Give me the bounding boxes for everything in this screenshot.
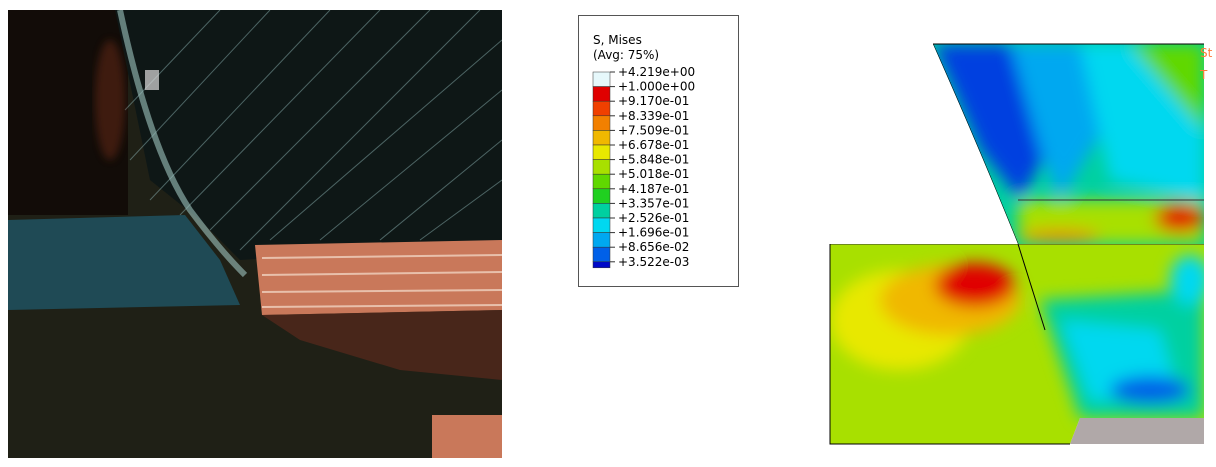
overlay-text: T: [1199, 68, 1208, 82]
legend-label: +3.357e-01: [618, 196, 689, 210]
legend-label: +2.526e-01: [618, 211, 689, 225]
legend-swatch: [592, 188, 611, 204]
legend-label: +1.000e+00: [618, 80, 695, 94]
legend-title: S, Mises: [593, 33, 642, 47]
legend-swatch: [592, 86, 611, 102]
legend-swatch: [592, 71, 611, 87]
legend-label: +7.509e-01: [618, 123, 689, 137]
legend-label: +4.219e+00: [618, 65, 695, 79]
legend-label: +5.018e-01: [618, 167, 689, 181]
legend-swatch: [592, 173, 611, 190]
legend-swatch: [592, 232, 611, 248]
legend-swatch: [592, 246, 611, 263]
legend-swatch: [592, 144, 611, 160]
legend-swatch: [592, 130, 611, 146]
legend-swatch: [592, 159, 611, 175]
legend-label: +8.339e-01: [618, 109, 689, 123]
legend-subtitle: (Avg: 75%): [593, 48, 659, 62]
legend-label: +3.522e-03: [618, 255, 689, 269]
micrograph: [8, 10, 502, 458]
legend-label: +1.696e-01: [618, 226, 689, 240]
legend-label: +4.187e-01: [618, 182, 689, 196]
legend-label: +9.170e-01: [618, 94, 689, 108]
legend-swatch: [592, 217, 611, 233]
legend-swatch: [592, 115, 611, 131]
overlay-text: St: [1200, 46, 1213, 60]
legend-swatch: [592, 261, 611, 269]
legend-swatch: [592, 100, 611, 117]
legend: +4.219e+00+1.000e+00+9.170e-01+8.339e-01…: [592, 65, 695, 269]
legend-label: +8.656e-02: [618, 240, 689, 254]
legend-label: +5.848e-01: [618, 153, 689, 167]
fea-result: St T: [829, 43, 1213, 445]
legend-swatch: [592, 203, 611, 219]
legend-label: +6.678e-01: [618, 138, 689, 152]
